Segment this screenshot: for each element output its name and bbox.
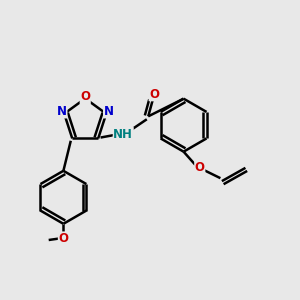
Text: NH: NH — [113, 128, 133, 140]
Text: O: O — [58, 232, 68, 245]
Text: O: O — [80, 91, 90, 103]
Text: N: N — [103, 105, 114, 118]
Text: O: O — [149, 88, 159, 101]
Text: N: N — [57, 105, 67, 118]
Text: O: O — [195, 161, 205, 174]
